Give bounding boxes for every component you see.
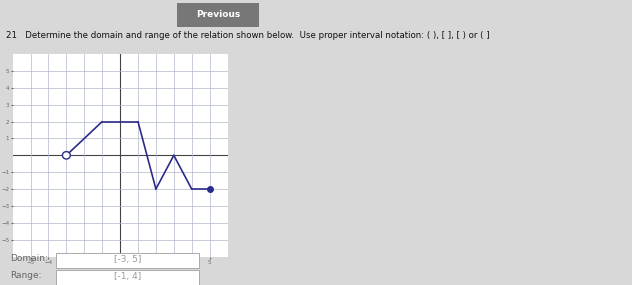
Text: Range:: Range:	[11, 271, 42, 280]
Text: Previous: Previous	[196, 11, 240, 19]
Circle shape	[63, 152, 70, 159]
Text: [-1, 4]: [-1, 4]	[114, 272, 141, 281]
FancyBboxPatch shape	[56, 270, 199, 285]
Text: Domain:: Domain:	[11, 254, 49, 263]
Text: 21   Determine the domain and range of the relation shown below.  Use proper int: 21 Determine the domain and range of the…	[6, 31, 490, 40]
FancyBboxPatch shape	[56, 253, 199, 268]
Text: [-3, 5]: [-3, 5]	[114, 255, 141, 264]
